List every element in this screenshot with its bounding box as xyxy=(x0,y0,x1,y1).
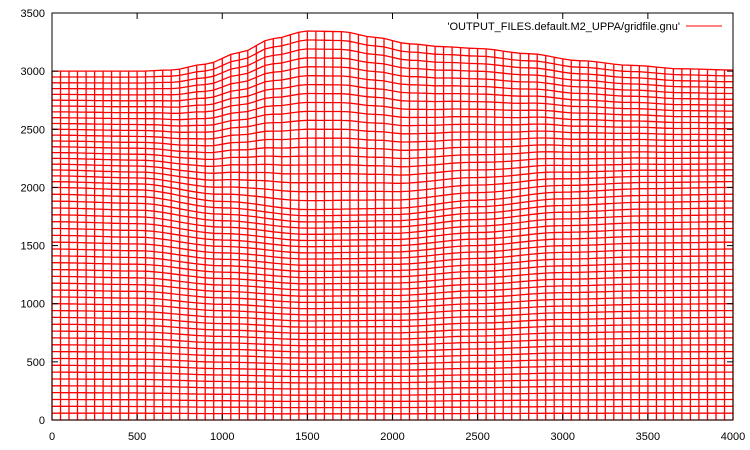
y-tick-label: 1000 xyxy=(21,299,45,311)
x-tick-label: 500 xyxy=(128,431,146,443)
y-tick-label: 2500 xyxy=(21,124,45,136)
x-tick-label: 1500 xyxy=(295,431,319,443)
y-axis: 0 500 1000 1500 2000 2500 3000 3500 xyxy=(21,8,733,427)
y-tick-label: 0 xyxy=(39,415,45,427)
mesh-grid xyxy=(51,30,734,421)
y-tick-label: 3000 xyxy=(21,66,45,78)
legend: 'OUTPUT_FILES.default.M2_UPPA/gridfile.g… xyxy=(447,21,722,33)
x-tick-label: 2500 xyxy=(465,431,489,443)
x-axis: 0 500 1000 1500 2000 2500 3000 3500 4000 xyxy=(49,13,745,443)
x-tick-label: 3500 xyxy=(636,431,660,443)
y-tick-label: 1500 xyxy=(21,241,45,253)
y-tick-label: 3500 xyxy=(21,8,45,20)
mesh-lines xyxy=(51,30,734,421)
x-tick-label: 4000 xyxy=(721,431,745,443)
x-tick-label: 1000 xyxy=(210,431,234,443)
legend-label: 'OUTPUT_FILES.default.M2_UPPA/gridfile.g… xyxy=(447,21,680,33)
x-tick-label: 3000 xyxy=(551,431,575,443)
y-tick-label: 2000 xyxy=(21,182,45,194)
y-tick-label: 500 xyxy=(27,357,45,369)
x-tick-label: 2000 xyxy=(380,431,404,443)
x-tick-label: 0 xyxy=(49,431,55,443)
